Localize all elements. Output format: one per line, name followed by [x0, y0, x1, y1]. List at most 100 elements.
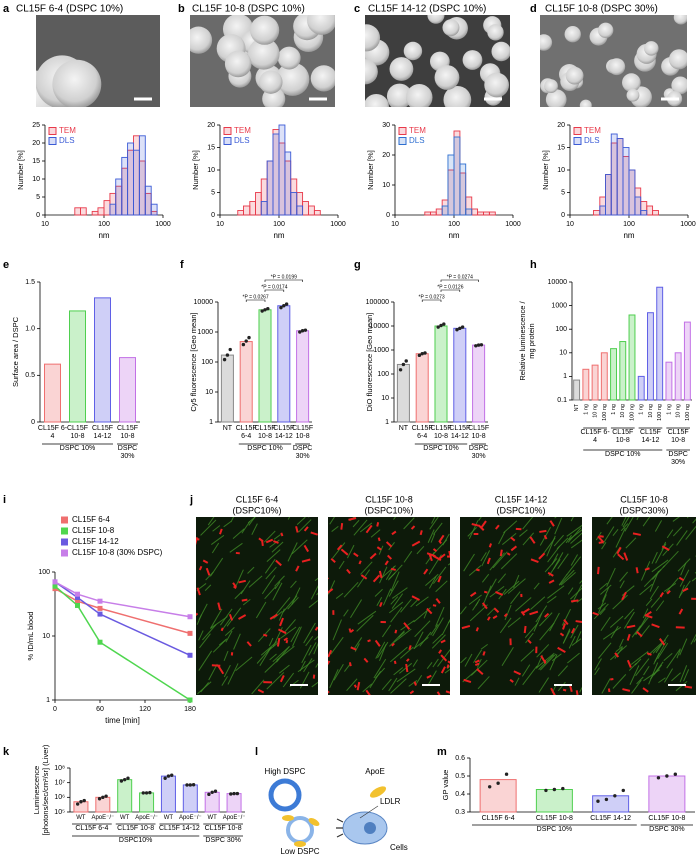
signal	[350, 646, 357, 651]
signal	[632, 532, 641, 536]
signal	[527, 639, 532, 644]
signal	[372, 574, 381, 583]
vessel	[400, 598, 412, 613]
vessel	[610, 645, 628, 661]
histogram-bar	[488, 211, 496, 216]
vessel	[435, 606, 445, 627]
vessel	[612, 674, 627, 689]
x-tick-label: 10	[566, 221, 574, 228]
signal	[597, 535, 605, 543]
signal	[486, 616, 491, 621]
signal	[228, 613, 234, 621]
vessel	[469, 604, 488, 622]
signal	[666, 589, 671, 595]
signal	[477, 524, 485, 531]
particle	[427, 15, 445, 24]
signal	[495, 591, 504, 596]
legend-swatch	[48, 127, 57, 135]
x-axis-title: time [min]	[105, 716, 140, 725]
y-tick-label: 1	[385, 419, 389, 426]
histogram-bar	[109, 203, 117, 216]
vessel	[389, 646, 408, 663]
series-line	[54, 581, 191, 618]
particle	[540, 34, 553, 51]
y-tick-label: 30	[382, 122, 390, 129]
signal	[258, 537, 264, 543]
vessel	[468, 594, 482, 605]
vessel	[642, 608, 649, 619]
vessel	[284, 619, 296, 633]
vessel	[653, 652, 660, 665]
data-point	[97, 797, 102, 801]
image-background	[592, 517, 696, 695]
x-tick-label: 1000	[155, 221, 171, 228]
signal	[569, 685, 573, 693]
y-tick-label: 20	[557, 122, 565, 129]
data-point	[487, 785, 492, 789]
vessel	[305, 636, 314, 647]
signal	[448, 550, 450, 558]
vessel	[598, 594, 607, 614]
y-axis-title: Relative luminescence /	[518, 300, 527, 380]
vessel	[648, 662, 659, 685]
signal	[369, 552, 377, 560]
vessel	[393, 517, 397, 520]
x-tick-label: 100 ng	[657, 404, 663, 421]
vessel	[362, 683, 373, 693]
signal	[562, 623, 566, 630]
histogram-bar	[74, 207, 81, 216]
image-title: (DSPC30%)	[619, 505, 668, 515]
significance-label: *P = 0.0267	[243, 294, 269, 300]
signal	[651, 623, 660, 629]
histogram-bar	[91, 210, 99, 216]
vessel	[663, 582, 677, 592]
signal	[446, 664, 450, 669]
signal	[365, 689, 371, 695]
vessel	[557, 665, 568, 677]
histogram-bar	[284, 151, 292, 216]
vessel	[551, 653, 562, 662]
y-tick-label: 0.1	[557, 397, 567, 404]
signal	[432, 604, 437, 607]
vessel	[599, 608, 606, 616]
vessel	[308, 600, 318, 608]
signal	[310, 531, 318, 536]
vessel	[274, 581, 281, 590]
vessel	[381, 678, 392, 691]
signal	[408, 645, 412, 651]
vessel	[547, 595, 557, 604]
signal	[482, 651, 486, 656]
vessel	[265, 566, 277, 580]
signal	[328, 660, 331, 666]
vessel	[612, 528, 619, 536]
vessel	[226, 607, 242, 627]
vessel	[553, 534, 564, 547]
vessel	[619, 571, 629, 582]
legend-label: DLS	[234, 136, 250, 145]
vessel	[223, 650, 229, 661]
bar	[619, 341, 627, 401]
histogram-bar	[138, 135, 146, 216]
data-point	[282, 304, 286, 308]
signal	[474, 662, 480, 667]
vessel	[650, 596, 661, 608]
lnp-high-dspc	[268, 778, 302, 812]
signal	[475, 627, 479, 632]
signal	[614, 652, 620, 658]
particle	[462, 50, 483, 70]
vessel	[480, 552, 487, 562]
data-point	[241, 342, 246, 347]
histogram-bar	[272, 133, 280, 216]
bar	[396, 363, 410, 423]
data-point	[126, 776, 130, 780]
signal	[544, 612, 550, 618]
signal	[348, 628, 352, 633]
signal	[241, 598, 248, 602]
marker	[97, 639, 103, 645]
data-point	[673, 772, 678, 776]
vessel	[230, 517, 235, 523]
y-tick-label: 100	[38, 569, 50, 576]
vessel	[639, 583, 653, 596]
bar	[656, 286, 664, 401]
